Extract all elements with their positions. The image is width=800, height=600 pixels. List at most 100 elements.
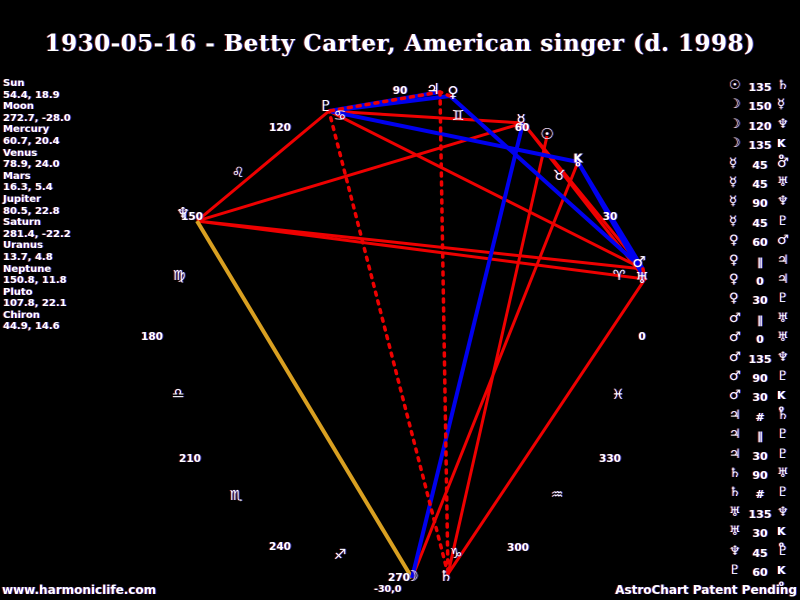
jupiter-glyph: ♃: [777, 252, 789, 268]
aspect-line-moon-mercury: [410, 122, 525, 579]
moon-glyph: ☽: [405, 567, 419, 585]
aspect-line-saturn-uranus: [446, 278, 647, 575]
zodiac-sign-virgo: ♍: [172, 268, 186, 284]
aspect-row: ☽ 150 ☿: [727, 97, 799, 116]
neptune-glyph: ♆: [777, 194, 789, 210]
jupiter-glyph: ♃: [729, 427, 741, 443]
saturn-glyph: ♄: [439, 567, 453, 585]
neptune-glyph: ♆: [777, 116, 789, 132]
aspect-angle: 135: [748, 352, 772, 366]
uranus-glyph: ♅: [777, 310, 789, 326]
aspect-line-moon-neptune: [195, 219, 414, 580]
saturn-glyph: ♄: [777, 78, 789, 93]
aspect-angle: 45: [752, 546, 768, 560]
planet-coordinates: 13.7, 4.8: [3, 251, 53, 263]
venus-glyph: ♀: [729, 272, 739, 287]
aspect-row: ♀ 0 ♃: [727, 272, 799, 291]
aspect-angle: ∥: [757, 430, 763, 444]
planet-coordinates: 60.7, 20.4: [3, 135, 60, 147]
aspect-line-pluto-chiron: [328, 109, 579, 164]
planet-coordinates: 44.9, 14.6: [3, 321, 60, 333]
zodiac-sign-libra: ♎: [171, 386, 185, 402]
cusp-label-90: 90: [392, 85, 408, 97]
aspect-row: ☉ 135 ♄: [727, 78, 799, 97]
planet-coordinates: 107.8, 22.1: [3, 298, 67, 310]
neptune-glyph: ♆: [777, 349, 789, 365]
planet-coordinates: 54.4, 18.9: [3, 89, 60, 101]
aspect-row: ♄ # ♇: [727, 485, 799, 504]
aspect-line-venus-mars: [448, 94, 645, 271]
aspect-row: ♀ ∥ ♃: [727, 253, 799, 272]
aspect-angle: 45: [752, 216, 768, 230]
jupiter-glyph: ♃: [729, 407, 741, 423]
pluto-glyph: ♇: [777, 427, 789, 443]
aspect-angle: 60: [752, 236, 768, 250]
aspect-line-mars-neptune: [196, 219, 644, 271]
bottom-declination-label: -30,0: [374, 584, 402, 595]
sun-glyph: ☉: [729, 78, 741, 93]
mars-glyph: ♂: [729, 369, 741, 384]
aspect-angle: #: [755, 488, 765, 502]
aspect-row: ♃ # ♄: [727, 408, 799, 427]
aspect-row: ☿ 45 ♂: [727, 156, 799, 175]
aspect-angle: 30: [752, 391, 768, 405]
mars-glyph: ♂: [632, 253, 646, 271]
cusp-label-120: 120: [269, 122, 291, 134]
planet-marker-mars: ♂: [632, 253, 645, 271]
aspect-angle: 90: [752, 469, 768, 482]
mars-glyph: ♂: [777, 233, 789, 249]
saturn-glyph: ♄: [729, 466, 741, 481]
aspect-line-jupiter-pluto: [327, 90, 442, 113]
pluto-glyph: ♇: [319, 97, 333, 115]
cusp-label-330: 330: [599, 453, 621, 465]
mars-glyph: ♂: [777, 155, 789, 171]
uranus-glyph: ♅: [777, 175, 789, 190]
mars-glyph: ♂: [729, 310, 741, 326]
aspect-line-moon-chiron: [410, 161, 580, 579]
mercury-glyph: ☿: [729, 194, 737, 210]
uranus-glyph: ♅: [729, 504, 741, 520]
planet-coordinate-table: Sun 54.4, 18.9 Moon 272.7, -28.0 Mercury 60.7…: [3, 78, 143, 333]
venus-glyph: ♀: [729, 291, 739, 307]
aspect-angle: 30: [752, 449, 768, 463]
planet-name: Mars: [3, 170, 31, 182]
planet-coordinates: 80.5, 22.8: [3, 205, 60, 217]
planet-name: Pluto: [3, 286, 33, 298]
zodiac-sign-sagittarius: ♐: [333, 547, 347, 563]
aspect-angle: 60: [752, 566, 768, 579]
aspect-line-uranus-neptune: [196, 219, 646, 281]
planet-coordinates: 281.4, -22.2: [3, 228, 71, 240]
planet-coordinates: 150.8, 11.8: [3, 275, 67, 287]
zodiac-sign-aries: ♈: [612, 268, 626, 284]
zodiac-sign-gemini: ♊: [451, 108, 465, 124]
page-title: 1930-05-16 - Betty Carter, American sing…: [44, 30, 756, 57]
aspect-row: ♃ ∥ ♇: [727, 427, 799, 446]
planet-name: Jupiter: [3, 193, 41, 205]
cusp-label-300: 300: [507, 542, 529, 554]
uranus-glyph: ♅: [635, 269, 649, 287]
aspect-angle: 120: [748, 119, 772, 133]
aspect-line-mars-uranus: [641, 267, 647, 281]
zodiac-sign-scorpio: ♏: [229, 488, 243, 504]
cusp-label-60: 60: [514, 122, 530, 134]
pluto-glyph: ♇: [777, 485, 789, 501]
aspect-line-saturn-pluto: [327, 109, 450, 576]
aspect-row: ☽ 120 ♆: [727, 117, 799, 136]
zodiac-sign-capricorn: ♑: [449, 546, 463, 562]
aspect-angle: 135: [748, 507, 772, 521]
aspect-line-jupiter-saturn: [438, 90, 450, 576]
venus-glyph: ♀: [447, 83, 459, 101]
cusp-label-30: 30: [602, 211, 618, 223]
jupiter-glyph: ♃: [729, 446, 741, 462]
mercury-glyph: ☿: [729, 175, 737, 190]
pluto-glyph: ♇: [777, 213, 789, 229]
zodiac-sign-taurus: ♉: [552, 168, 566, 184]
planet-name: Sun: [3, 78, 25, 89]
